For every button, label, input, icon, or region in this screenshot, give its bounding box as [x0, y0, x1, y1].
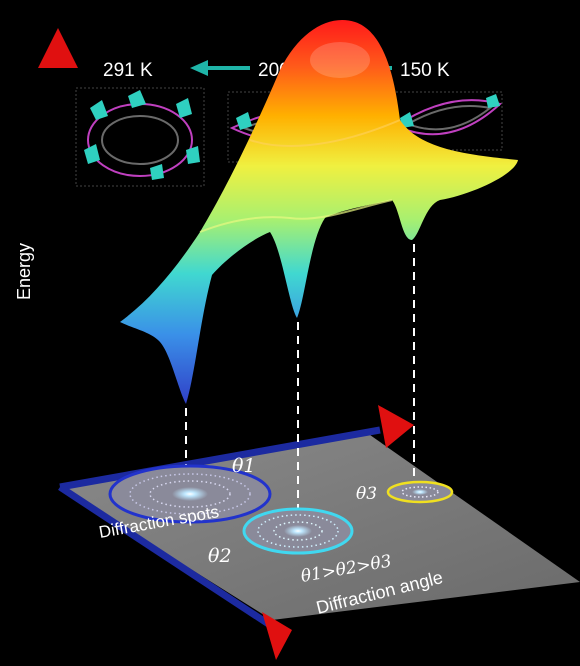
front-axis-arrowhead	[262, 612, 292, 660]
back-axis-line	[59, 426, 381, 491]
crystal-structure-150k	[391, 91, 503, 151]
theta1-label: θ1	[232, 455, 256, 477]
back-axis-arrowhead	[378, 405, 414, 448]
theta3-label: θ3	[356, 484, 377, 504]
front-axis-line	[58, 484, 272, 628]
diffraction-ring-1	[108, 464, 272, 524]
temperature-label-291k: 291 K	[103, 60, 153, 81]
diffraction-ring-3	[386, 480, 454, 504]
theta2-label: θ2	[208, 545, 232, 567]
temperature-label-150k: 150 K	[400, 60, 450, 81]
energy-axis-label: Energy	[14, 243, 34, 300]
diffraction-ring-2	[242, 507, 354, 555]
energy-surface	[120, 20, 518, 404]
energy-axis-arrowhead	[38, 28, 78, 68]
crystal-structure-291k	[75, 87, 205, 187]
teal-arrow-left	[190, 60, 250, 76]
